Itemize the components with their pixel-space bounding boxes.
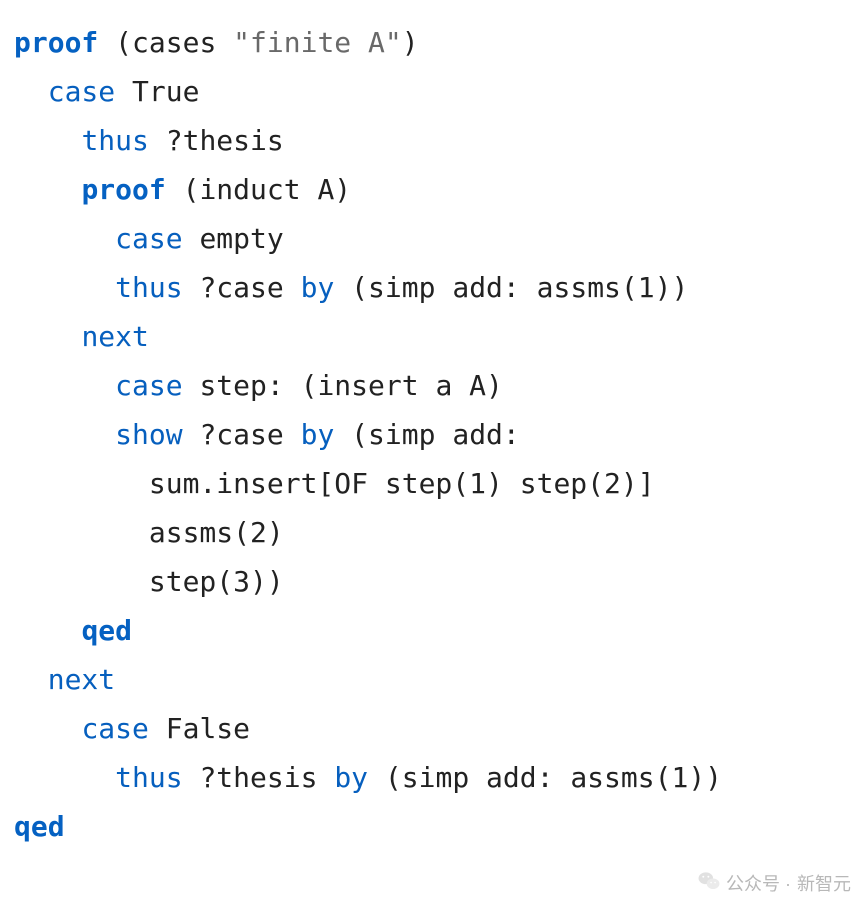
- code-line: assms(2): [14, 516, 284, 549]
- code-token: proof: [14, 26, 98, 59]
- code-line: case empty: [14, 222, 284, 255]
- code-line: next: [14, 663, 115, 696]
- code-line: qed: [14, 810, 65, 843]
- code-token: case: [115, 222, 182, 255]
- code-line: proof (cases "finite A"): [14, 26, 419, 59]
- code-token: case: [115, 369, 182, 402]
- isabelle-proof-code: proof (cases "finite A") case True thus …: [0, 0, 863, 851]
- code-token: False: [149, 712, 250, 745]
- code-token: True: [115, 75, 199, 108]
- code-token: proof: [81, 173, 165, 206]
- code-token: by: [301, 271, 335, 304]
- code-token: step(3)): [149, 565, 284, 598]
- code-line: step(3)): [14, 565, 284, 598]
- code-token: thus: [115, 761, 182, 794]
- code-token: "finite A": [233, 26, 402, 59]
- code-token: (simp add: assms(1)): [368, 761, 722, 794]
- code-token: (induct A): [166, 173, 351, 206]
- code-token: show: [115, 418, 182, 451]
- code-token: (simp add:: [334, 418, 519, 451]
- code-token: ?case: [183, 418, 301, 451]
- code-line: thus ?thesis by (simp add: assms(1)): [14, 761, 722, 794]
- code-line: proof (induct A): [14, 173, 351, 206]
- code-token: next: [48, 663, 115, 696]
- code-token: assms(2): [149, 516, 284, 549]
- code-token: qed: [14, 810, 65, 843]
- code-token: by: [334, 761, 368, 794]
- watermark-prefix: 公众号 ·: [726, 870, 791, 896]
- wechat-watermark: 公众号 · 新智元: [698, 870, 851, 896]
- code-line: case step: (insert a A): [14, 369, 503, 402]
- code-token: ?thesis: [183, 761, 335, 794]
- code-line: case True: [14, 75, 199, 108]
- wechat-icon: [698, 871, 720, 896]
- code-line: thus ?case by (simp add: assms(1)): [14, 271, 688, 304]
- code-token: ?thesis: [149, 124, 284, 157]
- code-line: sum.insert[OF step(1) step(2)]: [14, 467, 655, 500]
- code-token: next: [81, 320, 148, 353]
- code-line: thus ?thesis: [14, 124, 284, 157]
- code-line: show ?case by (simp add:: [14, 418, 520, 451]
- code-token: ?case: [183, 271, 301, 304]
- code-token: ): [402, 26, 419, 59]
- code-token: empty: [183, 222, 284, 255]
- code-token: thus: [81, 124, 148, 157]
- code-token: qed: [81, 614, 132, 647]
- code-token: by: [301, 418, 335, 451]
- code-token: case: [48, 75, 115, 108]
- code-token: step: (insert a A): [183, 369, 503, 402]
- watermark-name: 新智元: [797, 870, 851, 896]
- code-line: case False: [14, 712, 250, 745]
- code-token: case: [81, 712, 148, 745]
- code-token: thus: [115, 271, 182, 304]
- code-token: (cases: [98, 26, 233, 59]
- code-line: next: [14, 320, 149, 353]
- code-line: qed: [14, 614, 132, 647]
- code-token: sum.insert[OF step(1) step(2)]: [149, 467, 655, 500]
- code-token: (simp add: assms(1)): [334, 271, 688, 304]
